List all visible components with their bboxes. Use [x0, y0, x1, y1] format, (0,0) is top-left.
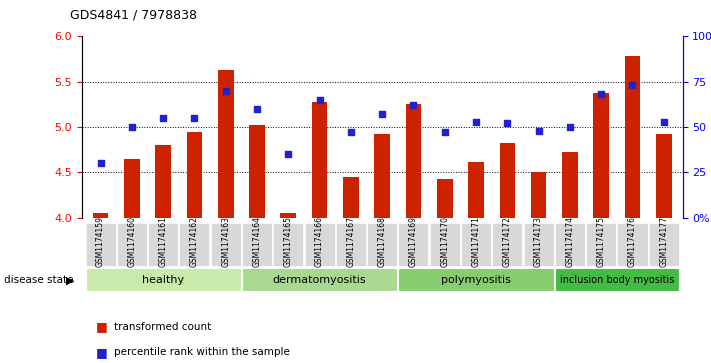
Text: healthy: healthy: [142, 274, 184, 285]
Text: inclusion body myositis: inclusion body myositis: [560, 274, 674, 285]
FancyBboxPatch shape: [304, 223, 335, 266]
Text: GSM1174174: GSM1174174: [565, 216, 574, 267]
Bar: [186, 131, 202, 218]
FancyBboxPatch shape: [336, 223, 366, 266]
Bar: [124, 159, 139, 218]
FancyBboxPatch shape: [117, 223, 147, 266]
Point: [565, 124, 576, 130]
Text: GSM1174168: GSM1174168: [378, 216, 387, 267]
FancyBboxPatch shape: [429, 223, 460, 266]
Point: [95, 160, 106, 166]
Bar: [437, 179, 453, 218]
FancyBboxPatch shape: [179, 223, 210, 266]
Bar: [280, 213, 296, 218]
Bar: [594, 93, 609, 218]
Point: [282, 151, 294, 157]
Text: GSM1174170: GSM1174170: [440, 216, 449, 267]
Text: transformed count: transformed count: [114, 322, 211, 332]
FancyBboxPatch shape: [148, 223, 178, 266]
Text: GSM1174159: GSM1174159: [96, 216, 105, 267]
Text: GSM1174163: GSM1174163: [221, 216, 230, 267]
Text: GSM1174160: GSM1174160: [127, 216, 137, 267]
Text: GSM1174177: GSM1174177: [659, 216, 668, 267]
Point: [658, 119, 670, 125]
Text: GSM1174166: GSM1174166: [315, 216, 324, 267]
Bar: [656, 134, 672, 218]
Text: GSM1174162: GSM1174162: [190, 216, 199, 267]
Bar: [374, 134, 390, 218]
Point: [126, 124, 137, 130]
Bar: [155, 145, 171, 218]
Text: disease state: disease state: [4, 275, 73, 285]
Point: [157, 115, 169, 121]
Text: GSM1174173: GSM1174173: [534, 216, 543, 267]
Bar: [500, 143, 515, 218]
Bar: [625, 56, 641, 218]
Point: [471, 119, 482, 125]
Text: ■: ■: [96, 346, 108, 359]
Bar: [343, 177, 358, 218]
Text: percentile rank within the sample: percentile rank within the sample: [114, 347, 289, 357]
Point: [533, 128, 545, 134]
Text: GSM1174164: GSM1174164: [252, 216, 262, 267]
Text: GSM1174172: GSM1174172: [503, 216, 512, 267]
Bar: [249, 125, 264, 218]
FancyBboxPatch shape: [648, 223, 679, 266]
Point: [220, 88, 231, 94]
FancyBboxPatch shape: [492, 223, 523, 266]
Text: polymyositis: polymyositis: [441, 274, 511, 285]
FancyBboxPatch shape: [242, 268, 397, 291]
Bar: [469, 162, 484, 218]
FancyBboxPatch shape: [523, 223, 554, 266]
Text: GSM1174167: GSM1174167: [346, 216, 356, 267]
Point: [377, 111, 388, 117]
Text: GSM1174176: GSM1174176: [628, 216, 637, 267]
Point: [188, 115, 200, 121]
FancyBboxPatch shape: [555, 268, 679, 291]
Point: [627, 82, 638, 88]
Point: [502, 121, 513, 126]
Text: GSM1174169: GSM1174169: [409, 216, 418, 267]
Bar: [531, 172, 547, 218]
Text: GSM1174175: GSM1174175: [597, 216, 606, 267]
Bar: [218, 70, 233, 218]
Point: [596, 91, 607, 97]
FancyBboxPatch shape: [273, 223, 304, 266]
Point: [251, 106, 262, 112]
Text: GSM1174171: GSM1174171: [471, 216, 481, 267]
FancyBboxPatch shape: [555, 223, 585, 266]
FancyBboxPatch shape: [461, 223, 491, 266]
Point: [345, 130, 356, 135]
Bar: [562, 152, 578, 218]
FancyBboxPatch shape: [617, 223, 648, 266]
FancyBboxPatch shape: [85, 268, 241, 291]
FancyBboxPatch shape: [242, 223, 272, 266]
Text: GSM1174161: GSM1174161: [159, 216, 168, 267]
Point: [408, 102, 419, 108]
FancyBboxPatch shape: [85, 223, 116, 266]
FancyBboxPatch shape: [398, 223, 429, 266]
Text: GDS4841 / 7978838: GDS4841 / 7978838: [70, 9, 197, 22]
Point: [314, 97, 325, 103]
Text: ■: ■: [96, 320, 108, 333]
Bar: [311, 102, 327, 218]
FancyBboxPatch shape: [586, 223, 616, 266]
Bar: [406, 105, 422, 218]
FancyBboxPatch shape: [398, 268, 554, 291]
FancyBboxPatch shape: [367, 223, 397, 266]
Bar: [92, 213, 108, 218]
Text: GSM1174165: GSM1174165: [284, 216, 293, 267]
Text: dermatomyositis: dermatomyositis: [273, 274, 366, 285]
FancyBboxPatch shape: [210, 223, 241, 266]
Text: ▶: ▶: [66, 275, 75, 285]
Point: [439, 130, 451, 135]
